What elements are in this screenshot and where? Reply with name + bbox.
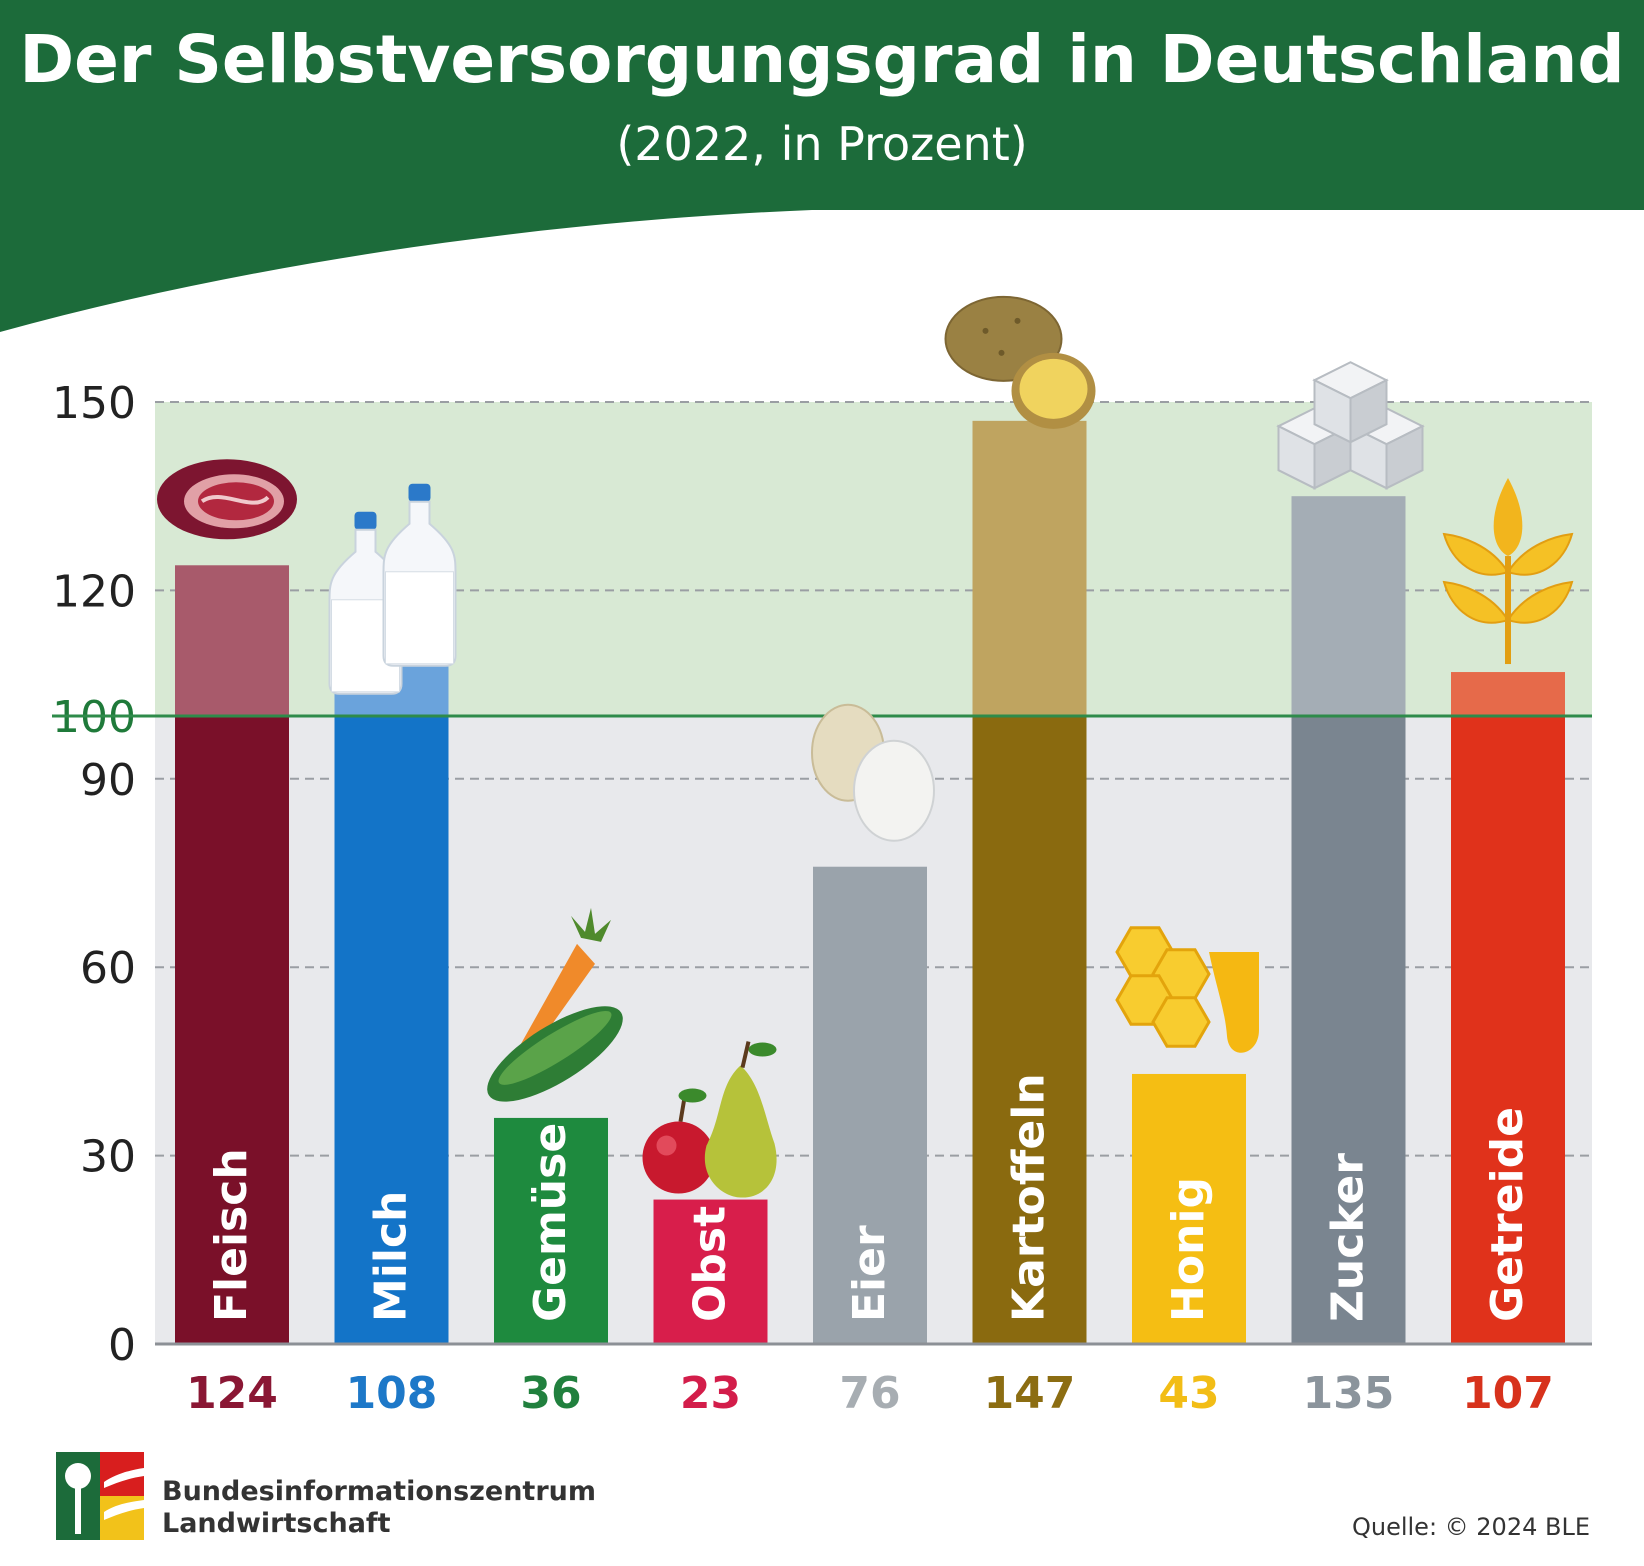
bar-label: Getreide xyxy=(1482,1107,1533,1322)
bar-label: Obst xyxy=(685,1206,736,1322)
bar-above-100 xyxy=(175,565,289,716)
chart-title: Der Selbstversorgungsgrad in Deutschland xyxy=(19,21,1624,98)
grain-icon xyxy=(1442,478,1574,665)
potatoes-icon xyxy=(944,295,1096,429)
bar xyxy=(1132,1073,1246,1344)
bar xyxy=(1451,716,1565,1344)
value-label: 135 xyxy=(1303,1368,1395,1419)
bar-label: Honig xyxy=(1163,1177,1214,1322)
bars xyxy=(175,420,1565,1344)
y-tick-label: 150 xyxy=(52,378,136,429)
value-label: 43 xyxy=(1158,1368,1219,1419)
value-label: 36 xyxy=(520,1368,581,1419)
y-tick-label: 60 xyxy=(80,943,136,994)
bar xyxy=(972,716,1087,1344)
bar xyxy=(1291,716,1406,1344)
header-swoosh xyxy=(0,210,812,332)
bar-label: Eier xyxy=(844,1225,895,1322)
fruit-icon xyxy=(642,1041,777,1198)
header-band xyxy=(0,0,1644,210)
value-label: 23 xyxy=(680,1368,741,1419)
meat-icon xyxy=(157,459,297,540)
value-label: 124 xyxy=(186,1368,278,1419)
sugar-icon xyxy=(1276,361,1425,490)
org-name-line2: Landwirtschaft xyxy=(162,1508,391,1539)
y-tick-label: 120 xyxy=(52,566,136,617)
bar-label: Kartoffeln xyxy=(1004,1073,1055,1322)
bar-label: Gemüse xyxy=(525,1123,576,1322)
bar-label: Milch xyxy=(366,1191,417,1322)
bar xyxy=(653,1199,768,1344)
milk-icon xyxy=(328,483,457,695)
source-note: Quelle: © 2024 BLE xyxy=(1352,1513,1590,1541)
chart-subtitle: (2022, in Prozent) xyxy=(616,117,1027,171)
bar xyxy=(494,1117,608,1344)
bar xyxy=(175,716,289,1344)
y-tick-label: 0 xyxy=(108,1320,136,1371)
bar xyxy=(813,866,927,1344)
y-tick-label: 90 xyxy=(80,755,136,806)
org-name-line1: Bundesinformationszentrum xyxy=(162,1476,596,1507)
bar-above-100 xyxy=(972,420,1087,716)
bar-category-labels: Fleisch Milch Gemüse Obst Eier Kartoffeln Honi… xyxy=(206,1073,1533,1322)
value-label: 108 xyxy=(346,1368,438,1419)
honey-icon xyxy=(1115,926,1259,1053)
vegetables-icon xyxy=(487,907,623,1102)
bar xyxy=(334,716,449,1344)
value-labels: 124 108 36 23 76 147 43 135 107 xyxy=(186,1368,1554,1419)
bar-above-100 xyxy=(1451,672,1565,716)
bar-above-100 xyxy=(1291,496,1406,716)
value-label: 107 xyxy=(1462,1368,1554,1419)
ble-logo xyxy=(56,1452,144,1540)
bar-label: Fleisch xyxy=(206,1148,257,1322)
value-label: 147 xyxy=(984,1368,1076,1419)
value-label: 76 xyxy=(839,1368,900,1419)
food-icons xyxy=(157,295,1574,1198)
bar-label: Zucker xyxy=(1323,1153,1374,1322)
eggs-icon xyxy=(811,703,935,842)
y-tick-label: 30 xyxy=(80,1132,136,1183)
